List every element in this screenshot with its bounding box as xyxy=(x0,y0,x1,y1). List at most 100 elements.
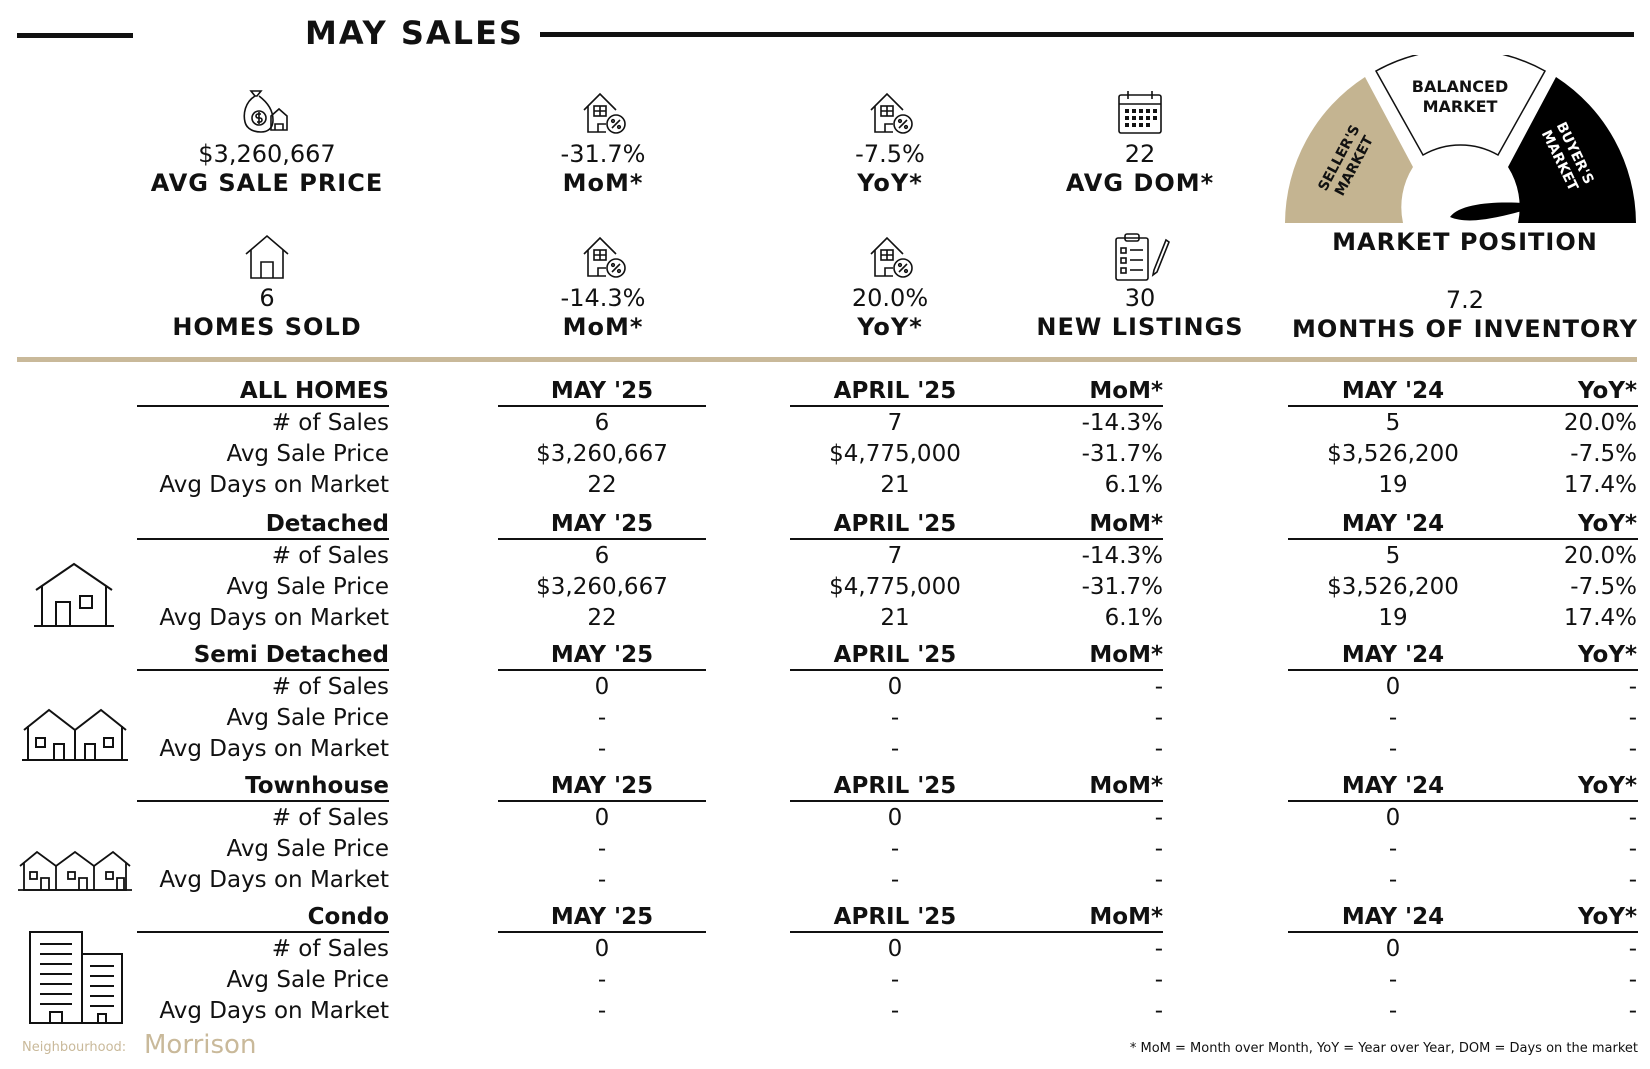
title-rule-left xyxy=(17,33,133,38)
table-cell: -7.5% xyxy=(1570,574,1637,600)
col-header-last-year: MAY '24 xyxy=(1341,904,1445,930)
table-cell: -7.5% xyxy=(1570,441,1637,467)
col-header-mom: MoM* xyxy=(1089,904,1163,930)
stat-avg-dom: 22 AVG DOM* xyxy=(990,88,1290,198)
table-cell: - xyxy=(1628,805,1637,831)
table-cell: - xyxy=(890,867,900,893)
col-header-yoy: YoY* xyxy=(1577,378,1637,404)
detached-house-icon xyxy=(34,562,114,627)
condo-building-icon xyxy=(29,931,123,1024)
stat-value: $3,260,667 xyxy=(198,140,336,168)
table-cell: - xyxy=(1154,805,1163,831)
table-cell: 6 xyxy=(594,410,610,436)
table-cell: $4,775,000 xyxy=(829,574,961,600)
col-header-mom: MoM* xyxy=(1089,511,1163,537)
calendar-icon xyxy=(1118,91,1162,134)
table-cell: 21 xyxy=(880,605,910,631)
table-cell: 21 xyxy=(880,472,910,498)
table-cell: - xyxy=(890,705,900,731)
section-title: Semi Detached xyxy=(137,641,389,671)
stat-label: MoM* xyxy=(562,313,644,341)
row-label: Avg Days on Market xyxy=(159,867,389,893)
row-label: Avg Sale Price xyxy=(226,441,389,467)
gold-divider xyxy=(17,357,1637,362)
table-cell: 17.4% xyxy=(1563,472,1637,498)
col-header-yoy: YoY* xyxy=(1577,904,1637,930)
table-cell: - xyxy=(1628,736,1637,762)
row-label: # of Sales xyxy=(271,674,389,700)
table-cell: - xyxy=(1154,674,1163,700)
row-label: # of Sales xyxy=(271,936,389,962)
table-cell: - xyxy=(1628,674,1637,700)
row-label: Avg Sale Price xyxy=(226,967,389,993)
table-cell: 6 xyxy=(594,543,610,569)
header-rule xyxy=(790,405,1163,407)
table-cell: $3,260,667 xyxy=(536,574,668,600)
table-cell: - xyxy=(1628,705,1637,731)
col-header-current: MAY '25 xyxy=(498,772,706,802)
table-cell: 22 xyxy=(587,605,617,631)
row-label: # of Sales xyxy=(271,543,389,569)
table-cell: - xyxy=(1388,867,1398,893)
table-cell: - xyxy=(1154,836,1163,862)
header-rule xyxy=(1288,669,1638,671)
table-cell: - xyxy=(597,736,607,762)
table-cell: - xyxy=(1628,836,1637,862)
clipboard-pen-icon xyxy=(1115,233,1170,281)
neighbourhood-label: Neighbourhood: xyxy=(22,1040,127,1055)
stat-label: YoY* xyxy=(857,169,923,197)
section-title: Detached xyxy=(137,510,389,540)
table-cell: $3,526,200 xyxy=(1327,441,1459,467)
stat-months-inventory: 7.2 MONTHS OF INVENTORY xyxy=(1290,284,1640,344)
table-cell: - xyxy=(597,967,607,993)
col-header-yoy: YoY* xyxy=(1577,642,1637,668)
col-header-last-year: MAY '24 xyxy=(1341,773,1445,799)
header-rule xyxy=(1288,800,1638,802)
col-header-mom: MoM* xyxy=(1089,773,1163,799)
stat-value: 6 xyxy=(259,284,275,312)
semi-detached-house-icon xyxy=(22,708,128,761)
stat-mom-price: -31.7% MoM* xyxy=(453,88,753,198)
stat-value: 22 xyxy=(1124,140,1156,168)
table-cell: - xyxy=(1628,998,1637,1024)
header-rule xyxy=(790,800,1163,802)
stat-value: 30 xyxy=(1124,284,1156,312)
row-label: # of Sales xyxy=(271,805,389,831)
table-cell: 5 xyxy=(1385,543,1401,569)
table-cell: 19 xyxy=(1378,605,1408,631)
section-title: Condo xyxy=(137,903,389,933)
stat-label: NEW LISTINGS xyxy=(1036,313,1244,341)
table-cell: - xyxy=(597,998,607,1024)
table-cell: - xyxy=(1628,867,1637,893)
row-label: Avg Sale Price xyxy=(226,836,389,862)
col-header-yoy: YoY* xyxy=(1577,773,1637,799)
header-rule xyxy=(1288,405,1638,407)
stat-label: YoY* xyxy=(857,313,923,341)
table-cell: 22 xyxy=(587,472,617,498)
table-cell: 0 xyxy=(1385,674,1401,700)
townhouse-icon xyxy=(18,850,132,891)
table-cell: - xyxy=(1388,967,1398,993)
gauge-seller-segment xyxy=(1285,77,1413,223)
col-header-current: MAY '25 xyxy=(498,510,706,540)
table-cell: 5 xyxy=(1385,410,1401,436)
table-cell: 17.4% xyxy=(1563,605,1637,631)
stat-value: 20.0% xyxy=(851,284,929,312)
table-cell: - xyxy=(1628,967,1637,993)
stat-label: AVG DOM* xyxy=(1065,169,1215,197)
house-percent-icon xyxy=(870,236,913,278)
table-cell: - xyxy=(1388,705,1398,731)
table-cell: 7 xyxy=(887,410,903,436)
col-header-prior: APRIL '25 xyxy=(833,378,957,404)
row-label: Avg Days on Market xyxy=(159,605,389,631)
stat-value: 7.2 xyxy=(1445,286,1485,314)
stat-label: MoM* xyxy=(562,169,644,197)
gauge-balanced-label-1: BALANCED xyxy=(1412,77,1509,96)
row-label: Avg Days on Market xyxy=(159,998,389,1024)
table-cell: -14.3% xyxy=(1081,543,1163,569)
stat-new-listings: 30 NEW LISTINGS xyxy=(990,232,1290,342)
col-header-prior: APRIL '25 xyxy=(833,511,957,537)
table-cell: 7 xyxy=(887,543,903,569)
house-percent-icon xyxy=(583,236,626,278)
page-title: MAY SALES xyxy=(305,14,524,52)
